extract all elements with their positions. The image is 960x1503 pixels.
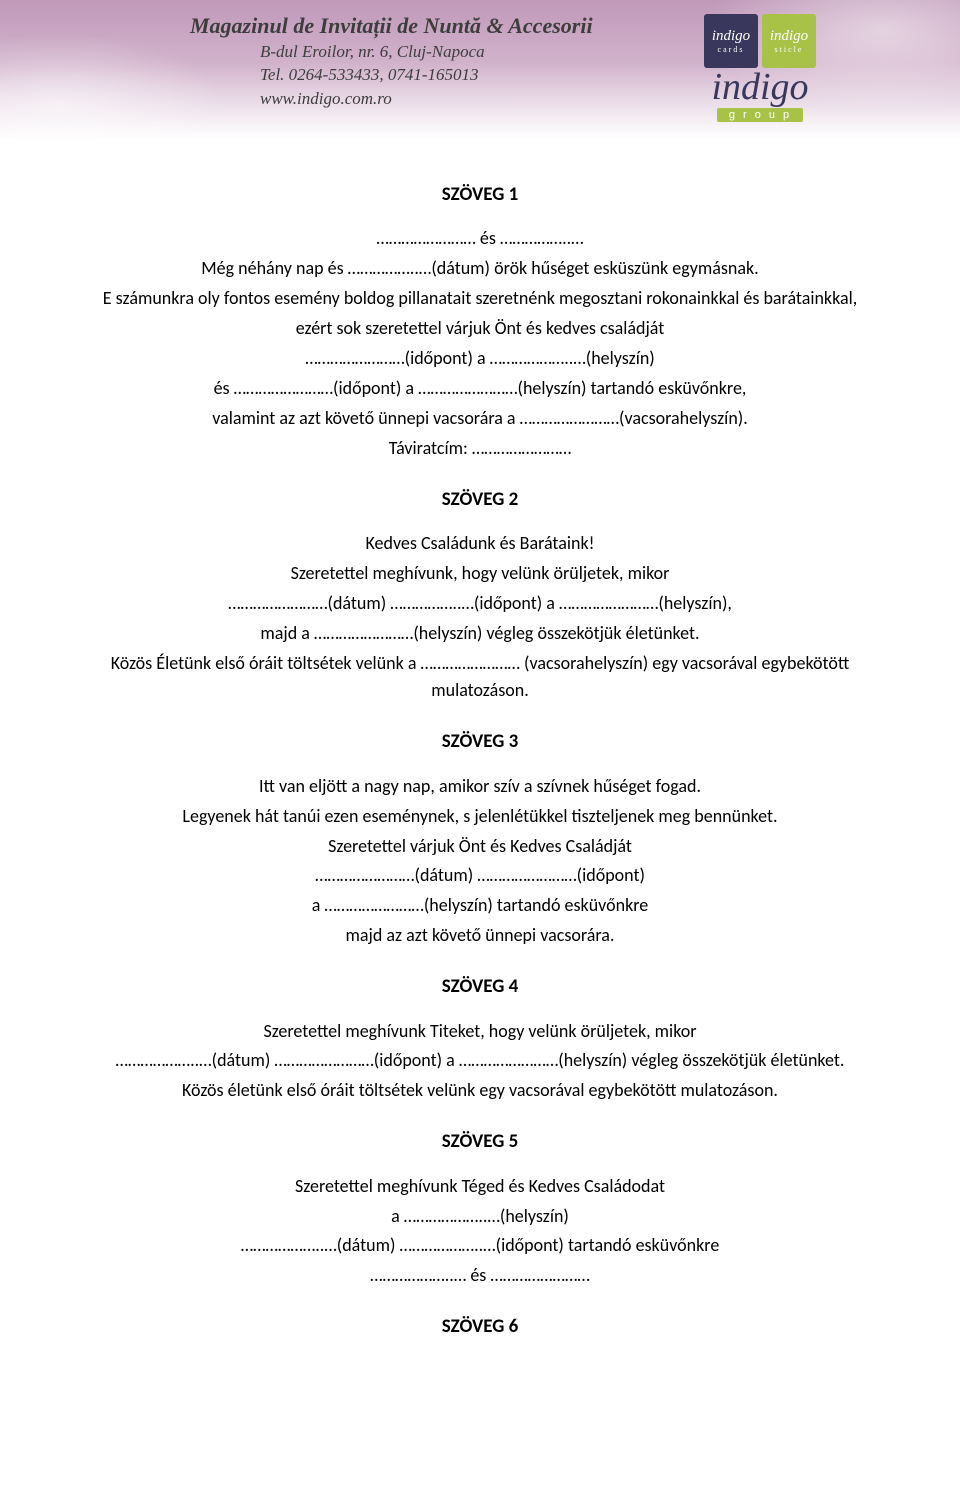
s5-line: ………………..… és ……………………	[70, 1262, 890, 1290]
s1-line: ……………………(időpont) a ………………..…(helyszín)	[70, 345, 890, 373]
s3-line: ……………………(dátum) ……………………(időpont)	[70, 862, 890, 890]
s1-line: és ……………………(időpont) a ……………………(helyszín…	[70, 375, 890, 403]
logo-box1-top: indigo	[712, 28, 750, 45]
s1-line: valamint az azt követő ünnepi vacsorára …	[70, 405, 890, 433]
s4-line: Szeretettel meghívunk Titeket, hogy velü…	[70, 1018, 890, 1046]
s3-line: Itt van eljött a nagy nap, amikor szív a…	[70, 773, 890, 801]
s2-line: Szeretettel meghívunk, hogy velünk örülj…	[70, 560, 890, 588]
s5-line: ………………..…(dátum) ………………..…(időpont) tart…	[70, 1232, 890, 1260]
s5-line: a ………………..…(helyszín)	[70, 1203, 890, 1231]
s3-line: majd az azt követő ünnepi vacsorára.	[70, 922, 890, 950]
section-1-title: SZÖVEG 1	[70, 180, 890, 209]
logo-box2-top: indigo	[770, 28, 808, 45]
header-banner: Magazinul de Invitații de Nuntă & Acceso…	[0, 0, 960, 140]
s3-line: Szeretettel várjuk Önt és Kedves Családj…	[70, 833, 890, 861]
document-content: SZÖVEG 1 …………………… és ……………..… Még néhány…	[0, 140, 960, 1388]
section-4-title: SZÖVEG 4	[70, 972, 890, 1001]
section-5-title: SZÖVEG 5	[70, 1127, 890, 1156]
logo-main-text: indigo	[670, 70, 850, 104]
section-6-title: SZÖVEG 6	[70, 1312, 890, 1341]
s2-line: ……………………(dátum) ……………..…(időpont) a ……………	[70, 590, 890, 618]
s1-line: Még néhány nap és ……………..…(dátum) örök h…	[70, 255, 890, 283]
logo-group: indigo cards indigo sticle indigo group	[670, 14, 850, 123]
section-3-title: SZÖVEG 3	[70, 727, 890, 756]
s5-line: Szeretettel meghívunk Téged és Kedves Cs…	[70, 1173, 890, 1201]
s1-line: …………………… és ……………..…	[70, 225, 890, 253]
s3-line: Legyenek hát tanúi ezen eseménynek, s je…	[70, 803, 890, 831]
s1-line: Táviratcím: ……………………	[70, 435, 890, 463]
section-2-title: SZÖVEG 2	[70, 485, 890, 514]
s2-line: Közös Életünk első óráit töltsétek velün…	[70, 650, 890, 706]
s1-line: ezért sok szeretettel várjuk Önt és kedv…	[70, 315, 890, 343]
logo-box-sticle: indigo sticle	[762, 14, 816, 68]
s4-line: ………………..…(dátum) ……………………(időpont) a …………	[70, 1047, 890, 1075]
logo-boxes-row: indigo cards indigo sticle	[670, 14, 850, 68]
logo-group-label: group	[717, 108, 803, 122]
s1-line: E számunkra oly fontos esemény boldog pi…	[70, 285, 890, 313]
logo-box2-sub: sticle	[775, 45, 804, 54]
s3-line: a ……………………(helyszín) tartandó esküvőnkre	[70, 892, 890, 920]
s2-line: majd a ……………………(helyszín) végleg összekö…	[70, 620, 890, 648]
logo-box-cards: indigo cards	[704, 14, 758, 68]
logo-main: indigo group	[670, 70, 850, 123]
s2-line: Kedves Családunk és Barátaink!	[70, 530, 890, 558]
logo-box1-sub: cards	[718, 45, 745, 54]
s4-line: Közös életünk első óráit töltsétek velün…	[70, 1077, 890, 1105]
